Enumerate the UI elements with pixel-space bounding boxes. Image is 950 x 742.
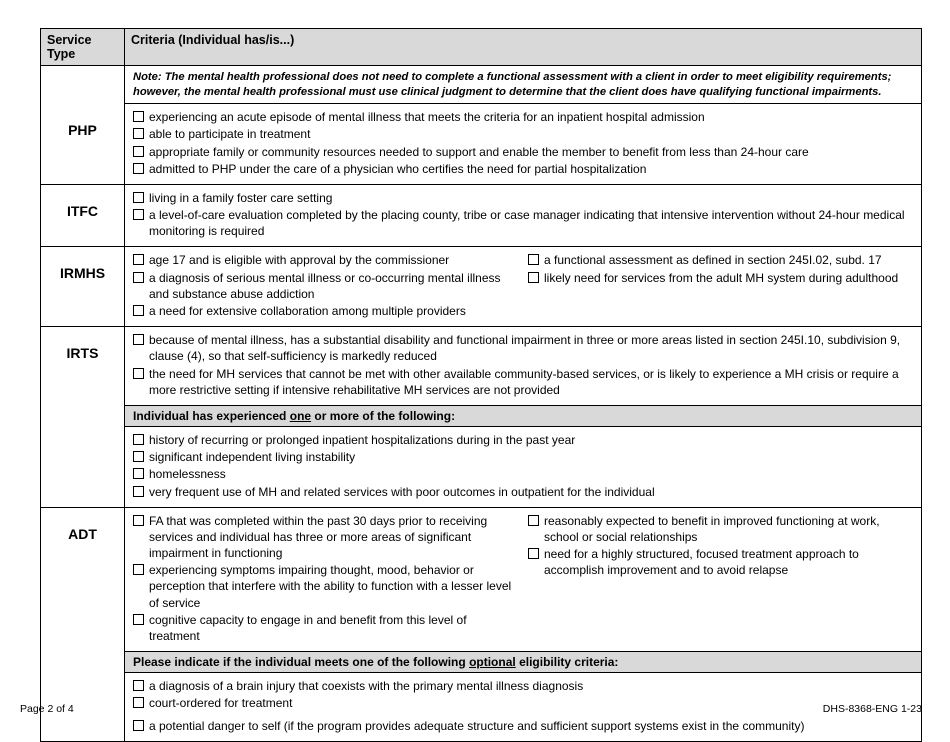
php-item-0: experiencing an acute episode of mental … bbox=[149, 109, 705, 125]
irts-b-chk-0[interactable] bbox=[133, 434, 144, 445]
adt-label: ADT bbox=[41, 507, 125, 652]
irts-empty-1 bbox=[41, 405, 125, 426]
php-item-3: admitted to PHP under the care of a phys… bbox=[149, 161, 646, 177]
irts-empty-2 bbox=[41, 426, 125, 507]
adt-l-0: FA that was completed within the past 30… bbox=[149, 513, 518, 562]
irts-criteria-top: because of mental illness, has a substan… bbox=[125, 327, 922, 406]
footer-form-id: DHS-8368-ENG 1-23 bbox=[823, 703, 922, 715]
php-item-2: appropriate family or community resource… bbox=[149, 144, 809, 160]
irts-row-top: IRTS because of mental illness, has a su… bbox=[41, 327, 922, 406]
adt-l-chk-2[interactable] bbox=[133, 614, 144, 625]
php-chk-1[interactable] bbox=[133, 128, 144, 139]
adt-b-0: a diagnosis of a brain injury that coexi… bbox=[149, 678, 583, 694]
php-criteria: experiencing an acute episode of mental … bbox=[125, 104, 922, 185]
header-row: Service Type Criteria (Individual has/is… bbox=[41, 29, 922, 66]
header-criteria: Criteria (Individual has/is...) bbox=[125, 29, 922, 66]
itfc-chk-0[interactable] bbox=[133, 192, 144, 203]
adt-r-chk-0[interactable] bbox=[528, 515, 539, 526]
header-service-type: Service Type bbox=[41, 29, 125, 66]
irts-b-chk-3[interactable] bbox=[133, 486, 144, 497]
php-chk-3[interactable] bbox=[133, 163, 144, 174]
irts-b-chk-2[interactable] bbox=[133, 468, 144, 479]
irts-subhead-row: Individual has experienced one or more o… bbox=[41, 405, 922, 426]
page-footer: Page 2 of 4 DHS-8368-ENG 1-23 bbox=[20, 703, 922, 715]
adt-subhead: Please indicate if the individual meets … bbox=[125, 652, 922, 673]
irmhs-criteria: age 17 and is eligible with approval by … bbox=[125, 247, 922, 327]
irts-label: IRTS bbox=[41, 327, 125, 406]
irmhs-l-chk-0[interactable] bbox=[133, 254, 144, 265]
itfc-row: ITFC living in a family foster care sett… bbox=[41, 184, 922, 247]
adt-r-chk-1[interactable] bbox=[528, 548, 539, 559]
adt-criteria-top: FA that was completed within the past 30… bbox=[125, 507, 922, 652]
php-chk-2[interactable] bbox=[133, 146, 144, 157]
php-chk-0[interactable] bbox=[133, 111, 144, 122]
adt-row-top: ADT FA that was completed within the pas… bbox=[41, 507, 922, 652]
irts-criteria-bottom: history of recurring or prolonged inpati… bbox=[125, 426, 922, 507]
irts-b-chk-1[interactable] bbox=[133, 451, 144, 462]
irmhs-r-chk-0[interactable] bbox=[528, 254, 539, 265]
irmhs-label: IRMHS bbox=[41, 247, 125, 327]
irts-b-3: very frequent use of MH and related serv… bbox=[149, 484, 655, 500]
irmhs-l-chk-2[interactable] bbox=[133, 305, 144, 316]
irmhs-r-0: a functional assessment as defined in se… bbox=[544, 252, 882, 268]
irts-b-1: significant independent living instabili… bbox=[149, 449, 355, 465]
itfc-item-0: living in a family foster care setting bbox=[149, 190, 332, 206]
irmhs-r-chk-1[interactable] bbox=[528, 272, 539, 283]
criteria-table: Service Type Criteria (Individual has/is… bbox=[40, 28, 922, 742]
adt-l-chk-1[interactable] bbox=[133, 564, 144, 575]
adt-empty-1 bbox=[41, 652, 125, 673]
adt-b-2: a potential danger to self (if the progr… bbox=[149, 718, 804, 734]
adt-l-1: experiencing symptoms impairing thought,… bbox=[149, 562, 518, 611]
irmhs-l-1: a diagnosis of serious mental illness or… bbox=[149, 270, 518, 302]
adt-l-chk-0[interactable] bbox=[133, 515, 144, 526]
itfc-criteria: living in a family foster care setting a… bbox=[125, 184, 922, 247]
itfc-item-1: a level-of-care evaluation completed by … bbox=[149, 207, 913, 239]
adt-subhead-row: Please indicate if the individual meets … bbox=[41, 652, 922, 673]
irts-t-1: the need for MH services that cannot be … bbox=[149, 366, 913, 398]
irts-t-0: because of mental illness, has a substan… bbox=[149, 332, 913, 364]
adt-b-chk-0[interactable] bbox=[133, 680, 144, 691]
irmhs-r-1: likely need for services from the adult … bbox=[544, 270, 898, 286]
adt-r-0: reasonably expected to benefit in improv… bbox=[544, 513, 913, 545]
irts-row-bottom: history of recurring or prolonged inpati… bbox=[41, 426, 922, 507]
irts-t-chk-1[interactable] bbox=[133, 368, 144, 379]
note-service-cell bbox=[41, 66, 125, 104]
php-row: PHP experiencing an acute episode of men… bbox=[41, 104, 922, 185]
irts-b-2: homelessness bbox=[149, 466, 226, 482]
irts-b-0: history of recurring or prolonged inpati… bbox=[149, 432, 575, 448]
note-row: Note: The mental health professional doe… bbox=[41, 66, 922, 104]
irts-subhead: Individual has experienced one or more o… bbox=[125, 405, 922, 426]
irmhs-row: IRMHS age 17 and is eligible with approv… bbox=[41, 247, 922, 327]
irts-t-chk-0[interactable] bbox=[133, 334, 144, 345]
irmhs-l-2: a need for extensive collaboration among… bbox=[149, 303, 466, 319]
page: Service Type Criteria (Individual has/is… bbox=[0, 0, 950, 735]
adt-r-1: need for a highly structured, focused tr… bbox=[544, 546, 913, 578]
irmhs-l-0: age 17 and is eligible with approval by … bbox=[149, 252, 449, 268]
php-label: PHP bbox=[41, 104, 125, 185]
adt-b-chk-2[interactable] bbox=[133, 720, 144, 731]
footer-page: Page 2 of 4 bbox=[20, 703, 74, 715]
php-item-1: able to participate in treatment bbox=[149, 126, 310, 142]
adt-l-2: cognitive capacity to engage in and bene… bbox=[149, 612, 518, 644]
eligibility-note: Note: The mental health professional doe… bbox=[125, 66, 922, 104]
irmhs-l-chk-1[interactable] bbox=[133, 272, 144, 283]
itfc-chk-1[interactable] bbox=[133, 209, 144, 220]
itfc-label: ITFC bbox=[41, 184, 125, 247]
